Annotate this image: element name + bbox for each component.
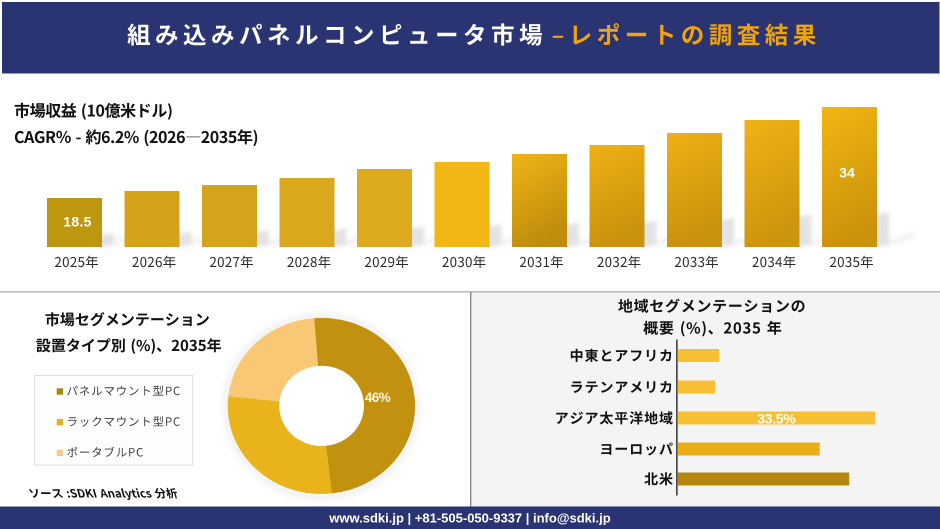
svg-text:34: 34 [839, 165, 855, 181]
svg-text:www.sdki.jp | +81-505-050-9337: www.sdki.jp | +81-505-050-9337 | info@sd… [328, 511, 610, 526]
svg-text:18.5: 18.5 [63, 214, 91, 230]
svg-text:33.5%: 33.5% [757, 411, 796, 427]
svg-text:46%: 46% [365, 390, 391, 405]
